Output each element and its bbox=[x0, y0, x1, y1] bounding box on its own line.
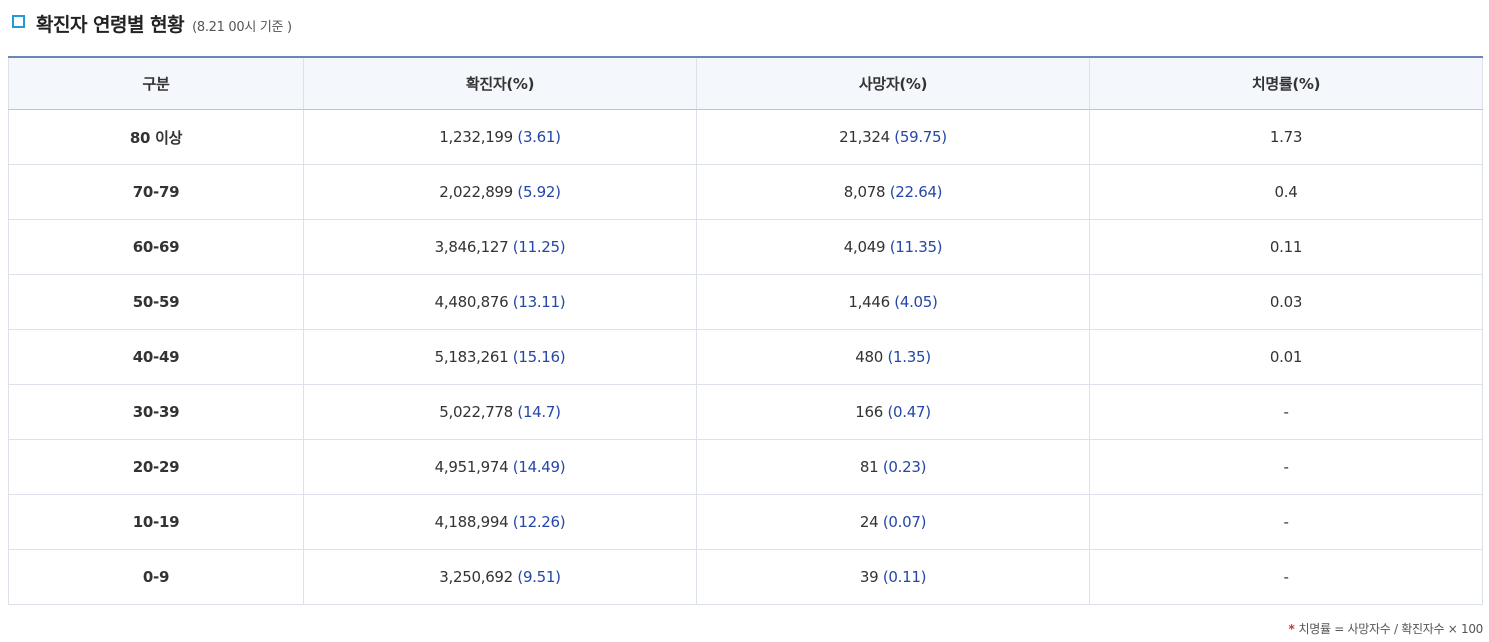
table-row: 80 이상 1,232,199 (3.61) 21,324 (59.75) 1.73 bbox=[8, 109, 1483, 165]
cases-percent: (15.16) bbox=[512, 348, 566, 366]
table-row: 10-19 4,188,994 (12.26) 24 (0.07) - bbox=[8, 494, 1483, 550]
age-group-cell: 20-29 bbox=[8, 439, 304, 495]
square-outline-icon bbox=[12, 15, 25, 28]
column-header-deaths: 사망자(%) bbox=[696, 57, 1090, 110]
fatality-rate-cell: - bbox=[1089, 549, 1483, 605]
cases-percent: (3.61) bbox=[517, 128, 561, 146]
deaths-cell: 480 (1.35) bbox=[696, 329, 1090, 385]
deaths-count: 39 bbox=[859, 568, 879, 586]
deaths-percent: (0.11) bbox=[882, 568, 927, 586]
deaths-count: 4,049 bbox=[843, 238, 886, 256]
fatality-rate-cell: 0.11 bbox=[1089, 219, 1483, 275]
fatality-rate-cell: 0.4 bbox=[1089, 164, 1483, 220]
deaths-cell: 4,049 (11.35) bbox=[696, 219, 1090, 275]
table-row: 70-79 2,022,899 (5.92) 8,078 (22.64) 0.4 bbox=[8, 164, 1483, 220]
fatality-rate-cell: 1.73 bbox=[1089, 109, 1483, 165]
cases-cell: 1,232,199 (3.61) bbox=[303, 109, 697, 165]
cases-percent: (14.49) bbox=[512, 458, 566, 476]
cases-cell: 3,846,127 (11.25) bbox=[303, 219, 697, 275]
deaths-cell: 81 (0.23) bbox=[696, 439, 1090, 495]
deaths-count: 8,078 bbox=[843, 183, 886, 201]
cases-percent: (14.7) bbox=[517, 403, 561, 421]
cases-count: 3,250,692 bbox=[439, 568, 513, 586]
deaths-percent: (4.05) bbox=[894, 293, 938, 311]
fatality-rate-cell: - bbox=[1089, 439, 1483, 495]
age-group-cell: 50-59 bbox=[8, 274, 304, 330]
cases-percent: (9.51) bbox=[517, 568, 561, 586]
cases-cell: 5,183,261 (15.16) bbox=[303, 329, 697, 385]
deaths-percent: (11.35) bbox=[889, 238, 943, 256]
deaths-percent: (59.75) bbox=[894, 128, 947, 146]
fatality-rate-cell: - bbox=[1089, 384, 1483, 440]
deaths-count: 81 bbox=[859, 458, 879, 476]
table-row: 40-49 5,183,261 (15.16) 480 (1.35) 0.01 bbox=[8, 329, 1483, 385]
cases-cell: 5,022,778 (14.7) bbox=[303, 384, 697, 440]
cases-count: 5,022,778 bbox=[439, 403, 513, 421]
fatality-rate-cell: 0.01 bbox=[1089, 329, 1483, 385]
cases-percent: (5.92) bbox=[517, 183, 561, 201]
footnote-marker: * bbox=[1288, 622, 1295, 636]
cases-count: 2,022,899 bbox=[439, 183, 513, 201]
cases-cell: 4,480,876 (13.11) bbox=[303, 274, 697, 330]
table-body: 80 이상 1,232,199 (3.61) 21,324 (59.75) 1.73 7… bbox=[8, 109, 1483, 605]
cases-percent: (11.25) bbox=[512, 238, 566, 256]
cases-count: 1,232,199 bbox=[439, 128, 513, 146]
cases-percent: (13.11) bbox=[512, 293, 566, 311]
deaths-percent: (0.07) bbox=[882, 513, 927, 531]
deaths-cell: 8,078 (22.64) bbox=[696, 164, 1090, 220]
deaths-count: 480 bbox=[855, 348, 883, 366]
deaths-cell: 166 (0.47) bbox=[696, 384, 1090, 440]
deaths-count: 24 bbox=[859, 513, 879, 531]
age-group-cell: 70-79 bbox=[8, 164, 304, 220]
deaths-count: 21,324 bbox=[839, 128, 890, 146]
cases-cell: 4,188,994 (12.26) bbox=[303, 494, 697, 550]
fatality-rate-cell: - bbox=[1089, 494, 1483, 550]
cases-cell: 4,951,974 (14.49) bbox=[303, 439, 697, 495]
column-header-category: 구분 bbox=[8, 57, 304, 110]
table-row: 50-59 4,480,876 (13.11) 1,446 (4.05) 0.03 bbox=[8, 274, 1483, 330]
section-header: 확진자 연령별 현황 (8.21 00시 기준 ) bbox=[12, 10, 292, 37]
table-row: 60-69 3,846,127 (11.25) 4,049 (11.35) 0.11 bbox=[8, 219, 1483, 275]
deaths-cell: 1,446 (4.05) bbox=[696, 274, 1090, 330]
deaths-cell: 39 (0.11) bbox=[696, 549, 1090, 605]
column-header-fatality-rate: 치명률(%) bbox=[1089, 57, 1483, 110]
table-row: 30-39 5,022,778 (14.7) 166 (0.47) - bbox=[8, 384, 1483, 440]
cases-count: 3,846,127 bbox=[434, 238, 509, 256]
cases-count: 5,183,261 bbox=[434, 348, 509, 366]
cases-cell: 3,250,692 (9.51) bbox=[303, 549, 697, 605]
deaths-count: 1,446 bbox=[848, 293, 890, 311]
age-group-cell: 0-9 bbox=[8, 549, 304, 605]
deaths-percent: (1.35) bbox=[887, 348, 931, 366]
age-stats-table: 구분 확진자(%) 사망자(%) 치명률(%) 80 이상 1,232,199 (… bbox=[8, 56, 1483, 605]
age-group-cell: 40-49 bbox=[8, 329, 304, 385]
footnote-text: 치명률 = 사망자수 / 확진자수 × 100 bbox=[1298, 622, 1484, 636]
cases-percent: (12.26) bbox=[512, 513, 566, 531]
deaths-count: 166 bbox=[855, 403, 883, 421]
cases-cell: 2,022,899 (5.92) bbox=[303, 164, 697, 220]
age-group-cell: 80 이상 bbox=[8, 109, 304, 165]
table-row: 20-29 4,951,974 (14.49) 81 (0.23) - bbox=[8, 439, 1483, 495]
footnote: * 치명률 = 사망자수 / 확진자수 × 100 bbox=[1288, 620, 1484, 637]
section-title: 확진자 연령별 현황 bbox=[36, 14, 185, 36]
deaths-cell: 24 (0.07) bbox=[696, 494, 1090, 550]
deaths-percent: (0.47) bbox=[887, 403, 931, 421]
deaths-percent: (0.23) bbox=[882, 458, 927, 476]
column-header-cases: 확진자(%) bbox=[303, 57, 697, 110]
cases-count: 4,188,994 bbox=[434, 513, 509, 531]
fatality-rate-cell: 0.03 bbox=[1089, 274, 1483, 330]
age-group-cell: 10-19 bbox=[8, 494, 304, 550]
age-group-cell: 60-69 bbox=[8, 219, 304, 275]
deaths-percent: (22.64) bbox=[889, 183, 943, 201]
age-group-cell: 30-39 bbox=[8, 384, 304, 440]
deaths-cell: 21,324 (59.75) bbox=[696, 109, 1090, 165]
table-row: 0-9 3,250,692 (9.51) 39 (0.11) - bbox=[8, 549, 1483, 605]
table-header-row: 구분 확진자(%) 사망자(%) 치명률(%) bbox=[8, 57, 1483, 110]
cases-count: 4,951,974 bbox=[434, 458, 509, 476]
section-subtitle: (8.21 00시 기준 ) bbox=[192, 20, 292, 35]
cases-count: 4,480,876 bbox=[434, 293, 509, 311]
